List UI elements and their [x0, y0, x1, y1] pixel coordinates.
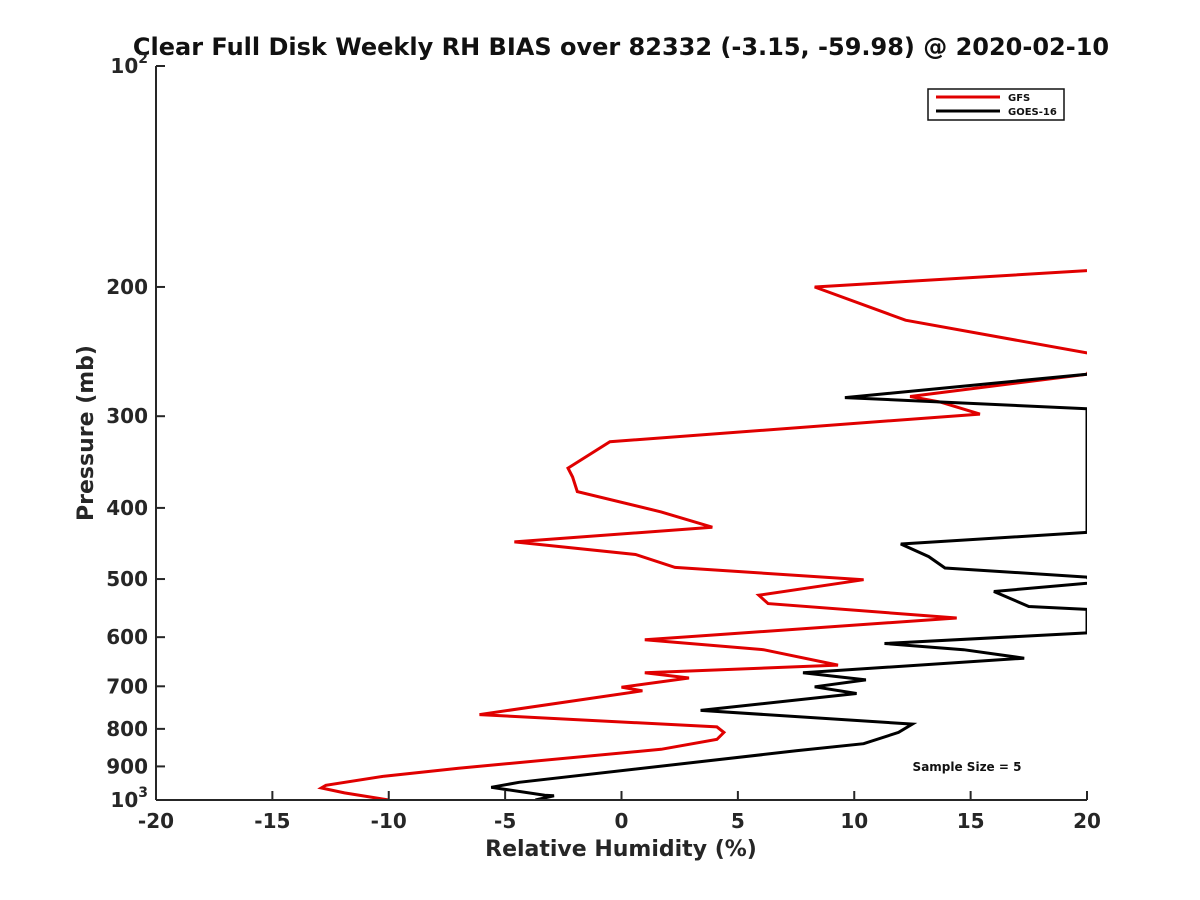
- x-tick-label: 10: [840, 809, 868, 833]
- x-tick-label: 5: [731, 809, 745, 833]
- x-tick-label: -10: [371, 809, 407, 833]
- x-tick-label: -5: [494, 809, 516, 833]
- y-tick-label: 400: [106, 496, 148, 520]
- chart-title: Clear Full Disk Weekly RH BIAS over 8233…: [133, 33, 1109, 61]
- y-tick-label: 102: [110, 51, 148, 78]
- series-line-goes16: [490, 372, 1087, 800]
- y-tick-label: 700: [106, 674, 148, 698]
- x-tick-label: 15: [957, 809, 985, 833]
- legend-box: [927, 88, 1065, 121]
- y-tick-label: 800: [106, 717, 148, 741]
- y-tick-label: 300: [106, 404, 148, 428]
- y-tick-label: 900: [106, 754, 148, 778]
- legend-label-gfs: GFS: [1008, 93, 1030, 104]
- y-tick-label: 103: [110, 785, 148, 812]
- series-line-gfs: [317, 269, 1087, 800]
- x-tick-label: 0: [615, 809, 629, 833]
- legend: GFS GOES-16: [927, 88, 1065, 121]
- x-tick-label: -20: [138, 809, 174, 833]
- y-ticks: 102 200 300 400 500 600 700 800 900 103: [106, 51, 165, 812]
- x-tick-label: -15: [254, 809, 290, 833]
- sample-size-annotation: Sample Size = 5: [913, 760, 1022, 774]
- legend-label-goes16: GOES-16: [1008, 107, 1057, 118]
- x-ticks: -20 -15 -10 -5 0 5 10 15 20: [138, 791, 1101, 833]
- x-axis-label: Relative Humidity (%): [485, 837, 757, 862]
- y-axis-label: Pressure (mb): [74, 345, 99, 521]
- series-layer: [317, 269, 1087, 800]
- x-tick-label: 20: [1073, 809, 1101, 833]
- y-tick-label: 600: [106, 625, 148, 649]
- y-tick-label: 500: [106, 567, 148, 591]
- y-tick-label: 200: [106, 275, 148, 299]
